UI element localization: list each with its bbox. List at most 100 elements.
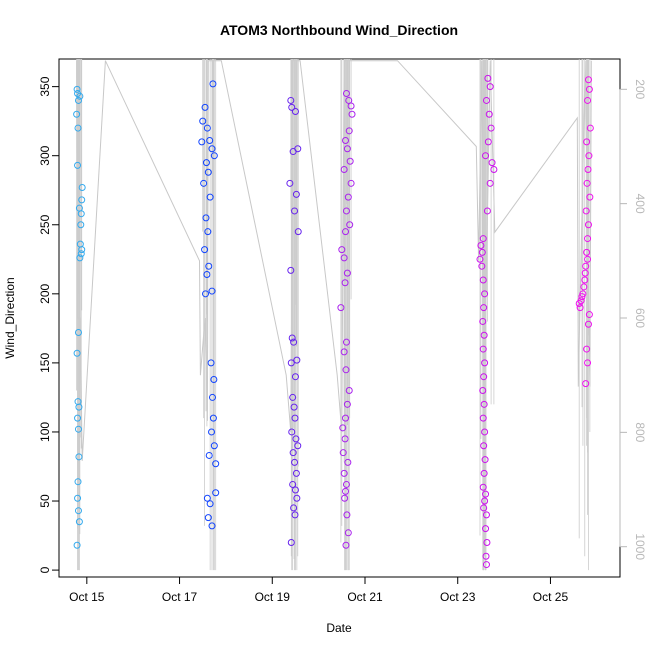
data-point xyxy=(74,494,82,502)
data-point xyxy=(289,449,297,457)
data-point xyxy=(74,478,82,486)
data-point xyxy=(482,152,490,160)
data-point xyxy=(201,246,209,254)
data-point xyxy=(342,90,350,98)
data-point xyxy=(479,414,487,422)
pressure-profile-line xyxy=(76,60,592,461)
data-point xyxy=(291,373,299,381)
x-tick-label: Oct 25 xyxy=(533,590,569,604)
data-point xyxy=(204,168,212,176)
data-point xyxy=(584,166,592,174)
data-point xyxy=(206,136,214,144)
data-point xyxy=(345,387,353,395)
data-point xyxy=(582,207,590,215)
data-point xyxy=(582,380,590,388)
data-point xyxy=(208,428,216,436)
data-point xyxy=(290,338,298,346)
data-point xyxy=(202,214,210,222)
data-point xyxy=(341,435,349,443)
data-point xyxy=(586,193,594,201)
data-point xyxy=(484,138,492,146)
data-point xyxy=(342,136,350,144)
data-point xyxy=(287,359,295,367)
data-point xyxy=(77,221,85,229)
data-point xyxy=(289,480,297,488)
data-point xyxy=(210,152,218,160)
data-point xyxy=(584,221,592,229)
data-point xyxy=(484,74,492,82)
data-point xyxy=(346,221,354,229)
y-tick-label: 50 xyxy=(38,494,52,508)
data-point xyxy=(483,538,491,546)
secondary-tick-label: 400 xyxy=(633,194,647,214)
data-point xyxy=(291,107,299,115)
data-point xyxy=(206,500,214,508)
data-point xyxy=(342,541,350,549)
data-point xyxy=(208,522,216,530)
y-axis: 0 50 100 150 200 250 300 350 xyxy=(38,76,60,573)
data-point xyxy=(210,442,218,450)
secondary-tick-label: 600 xyxy=(633,308,647,328)
data-point xyxy=(582,262,590,270)
data-point xyxy=(74,96,82,104)
data-point xyxy=(480,400,488,408)
data-point xyxy=(340,254,348,262)
data-point xyxy=(210,375,218,383)
data-point xyxy=(288,334,296,342)
data-point xyxy=(73,541,81,549)
data-point xyxy=(583,345,591,353)
data-point xyxy=(339,449,347,457)
data-point xyxy=(345,127,353,135)
data-point xyxy=(585,85,593,93)
data-point xyxy=(482,561,490,569)
data-point xyxy=(291,486,299,494)
data-point xyxy=(344,193,352,201)
data-point xyxy=(208,287,216,295)
data-point xyxy=(291,414,299,422)
data-point xyxy=(481,497,489,505)
data-point xyxy=(486,179,494,187)
data-point xyxy=(289,148,297,156)
data-point xyxy=(584,359,592,367)
data-point xyxy=(481,428,489,436)
data-point xyxy=(585,152,593,160)
data-point xyxy=(487,124,495,132)
data-point xyxy=(578,293,586,301)
data-point xyxy=(575,299,583,307)
data-point xyxy=(78,183,86,191)
data-point xyxy=(585,311,593,319)
data-point xyxy=(293,356,301,364)
data-point xyxy=(74,414,82,422)
data-point xyxy=(479,345,487,353)
x-tick-label: Oct 21 xyxy=(347,590,383,604)
data-point xyxy=(485,110,493,118)
plot-frame xyxy=(58,58,621,578)
data-point xyxy=(479,276,487,284)
data-point xyxy=(74,161,82,169)
pressure-profile-layer xyxy=(76,59,592,571)
data-point xyxy=(342,338,350,346)
data-point xyxy=(77,210,85,218)
data-point xyxy=(344,529,352,537)
data-point xyxy=(482,511,490,519)
data-point xyxy=(343,145,351,153)
data-point xyxy=(480,442,488,450)
data-point xyxy=(482,96,490,104)
data-point xyxy=(478,262,486,270)
data-point xyxy=(583,248,591,256)
data-point xyxy=(337,304,345,312)
data-point xyxy=(347,179,355,187)
data-point xyxy=(208,393,216,401)
data-point xyxy=(342,480,350,488)
data-point xyxy=(78,246,86,254)
data-point xyxy=(486,83,494,91)
data-point xyxy=(204,514,212,522)
data-point xyxy=(341,494,349,502)
data-point xyxy=(203,270,211,278)
data-point xyxy=(480,331,488,339)
data-point xyxy=(340,469,348,477)
data-point xyxy=(74,329,82,337)
data-point xyxy=(287,266,295,274)
data-point xyxy=(294,442,302,450)
